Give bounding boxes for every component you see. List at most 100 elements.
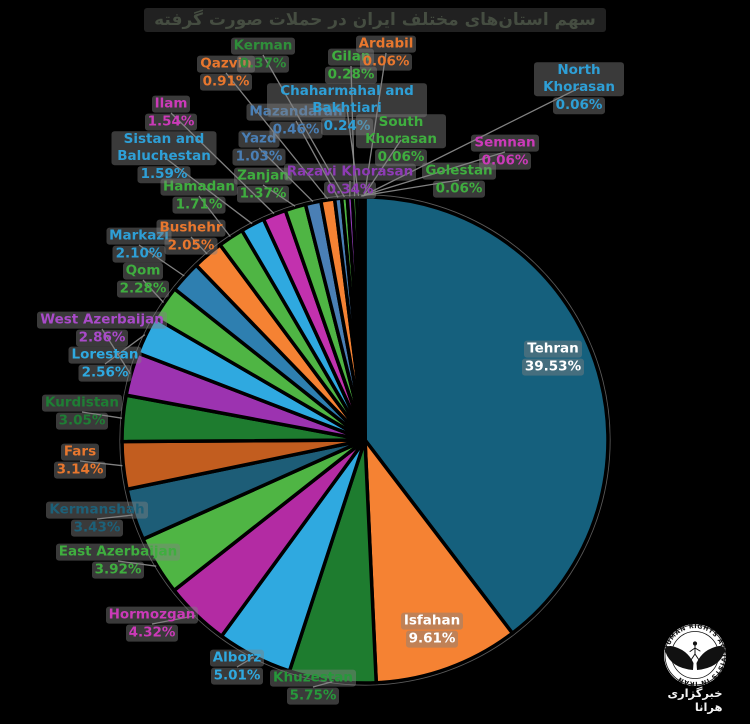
label-qom: Qom 2.28% bbox=[113, 262, 173, 298]
leader-lines bbox=[79, 52, 580, 688]
label-value-kurdistan: 3.05% bbox=[55, 412, 109, 430]
leader-line-mazandaran bbox=[295, 120, 339, 198]
label-name-sistan-and-baluchestan: Sistan and Baluchestan bbox=[111, 131, 217, 165]
label-value-qazvin: 0.91% bbox=[199, 73, 253, 91]
label-name-south-khorasan: South Khorasan bbox=[356, 114, 446, 148]
label-name-kurdistan: Kurdistan bbox=[42, 394, 122, 412]
label-kurdistan: Kurdistan 3.05% bbox=[32, 394, 132, 430]
label-value-yazd: 1.03% bbox=[232, 148, 286, 166]
label-value-semnan: 0.06% bbox=[478, 152, 532, 170]
label-fars: Fars 3.14% bbox=[50, 443, 110, 479]
label-name-golestan: Golestan bbox=[422, 162, 496, 180]
label-name-west-azerbaijan: West Azerbaijan bbox=[37, 311, 167, 329]
label-sistan-and-baluchestan: Sistan and Baluchestan 1.59% bbox=[111, 131, 217, 183]
label-value-kerman: 0.37% bbox=[236, 55, 290, 73]
label-value-markazi: 2.10% bbox=[112, 245, 166, 263]
label-value-chaharmahal-and-bakhtiari: 0.24% bbox=[320, 117, 374, 135]
label-name-razavi-khorasan: Razavi Khorasan bbox=[283, 163, 417, 181]
label-zanjan: Zanjan 1.37% bbox=[228, 167, 298, 203]
label-qazvin: Qazvin 0.91% bbox=[191, 55, 261, 91]
label-value-east-azerbaijan: 3.92% bbox=[91, 561, 145, 579]
label-value-zanjan: 1.37% bbox=[236, 185, 290, 203]
leader-line-sistan-and-baluchestan bbox=[163, 156, 253, 225]
label-name-markazi: Markazi bbox=[106, 227, 172, 245]
leader-line-khuzestan bbox=[312, 681, 333, 688]
leader-line-ardabil bbox=[363, 52, 387, 197]
label-value-fars: 3.14% bbox=[53, 461, 107, 479]
label-name-lorestan: Lorestan bbox=[68, 346, 142, 364]
leader-line-kurdistan bbox=[81, 411, 123, 419]
label-name-north-khorasan: North Khorasan bbox=[534, 62, 624, 96]
label-ilam: Ilam 1.54% bbox=[141, 95, 201, 131]
label-value-khuzestan: 5.75% bbox=[286, 687, 340, 705]
leader-line-yazd bbox=[258, 147, 314, 203]
label-name-ardabil: Ardabil bbox=[355, 35, 417, 53]
leader-line-east-azerbaijan bbox=[117, 560, 157, 567]
label-kermanshah: Kermanshah 3.43% bbox=[37, 501, 157, 537]
label-value-bushehr: 2.05% bbox=[164, 237, 218, 255]
label-alborz: Alborz 5.01% bbox=[202, 649, 272, 685]
label-semnan: Semnan 0.06% bbox=[465, 134, 545, 170]
label-mazandaran: Mazandaran 0.46% bbox=[239, 103, 354, 139]
label-chaharmahal-and-bakhtiari: Chaharmahal and Bakhtiari 0.24% bbox=[267, 83, 427, 135]
label-value-golestan: 0.06% bbox=[432, 180, 486, 198]
label-west-azerbaijan: West Azerbaijan 2.86% bbox=[17, 311, 187, 347]
leader-line-hormozgan bbox=[151, 614, 196, 625]
label-value-tehran: 39.53% bbox=[521, 358, 585, 376]
leader-line-kermanshah bbox=[96, 514, 133, 520]
label-value-north-khorasan: 0.06% bbox=[552, 96, 606, 114]
label-name-hamadan: Hamadan bbox=[160, 178, 238, 196]
label-south-khorasan: South Khorasan 0.06% bbox=[356, 114, 446, 166]
leader-line-alborz bbox=[236, 656, 255, 668]
leader-line-fars bbox=[79, 460, 123, 467]
label-name-ilam: Ilam bbox=[151, 95, 191, 113]
label-razavi-khorasan: Razavi Khorasan 0.34% bbox=[275, 163, 425, 199]
label-name-khuzestan: Khuzestan bbox=[270, 669, 356, 687]
leader-line-kerman bbox=[262, 54, 345, 198]
label-name-zanjan: Zanjan bbox=[234, 167, 292, 185]
pie-slice-tehran bbox=[363, 195, 610, 636]
label-lorestan: Lorestan 2.56% bbox=[58, 346, 153, 382]
label-name-isfahan: Isfahan bbox=[400, 612, 464, 630]
label-north-khorasan: North Khorasan 0.06% bbox=[534, 62, 624, 114]
label-value-west-azerbaijan: 2.86% bbox=[75, 329, 129, 347]
label-name-kerman: Kerman bbox=[230, 37, 296, 55]
label-hormozgan: Hormozgan 4.32% bbox=[97, 606, 207, 642]
label-name-qom: Qom bbox=[122, 262, 164, 280]
label-hamadan: Hamadan 1.71% bbox=[152, 178, 247, 214]
label-value-gilan: 0.28% bbox=[324, 66, 378, 84]
label-name-east-azerbaijan: East Azerbaijan bbox=[55, 543, 181, 561]
label-khuzestan: Khuzestan 5.75% bbox=[253, 669, 373, 705]
leader-line-chaharmahal-and-bakhtiari bbox=[346, 108, 360, 197]
label-value-south-khorasan: 0.06% bbox=[374, 148, 428, 166]
label-name-hormozgan: Hormozgan bbox=[105, 606, 199, 624]
label-bushehr: Bushehr 2.05% bbox=[149, 219, 234, 255]
label-name-semnan: Semnan bbox=[471, 134, 539, 152]
label-name-bushehr: Bushehr bbox=[156, 219, 226, 237]
label-value-hormozgan: 4.32% bbox=[125, 624, 179, 642]
label-name-tehran: Tehran bbox=[524, 340, 582, 358]
logo-outer-ring bbox=[664, 624, 726, 686]
label-value-ilam: 1.54% bbox=[144, 113, 198, 131]
label-name-fars: Fars bbox=[60, 443, 100, 461]
label-name-yazd: Yazd bbox=[238, 130, 280, 148]
label-isfahan: Isfahan 9.61% bbox=[392, 612, 472, 648]
leader-line-hamadan bbox=[198, 195, 231, 237]
label-value-isfahan: 9.61% bbox=[405, 630, 459, 648]
label-name-mazandaran: Mazandaran bbox=[246, 103, 346, 121]
leader-line-ilam bbox=[170, 112, 275, 215]
leader-line-qazvin bbox=[225, 72, 329, 200]
label-east-azerbaijan: East Azerbaijan 3.92% bbox=[38, 543, 198, 579]
label-kerman: Kerman 0.37% bbox=[223, 37, 303, 73]
label-markazi: Markazi 2.10% bbox=[97, 227, 182, 263]
label-tehran: Tehran 39.53% bbox=[508, 340, 598, 376]
leader-line-bushehr bbox=[190, 236, 208, 255]
label-value-qom: 2.28% bbox=[116, 280, 170, 298]
leader-line-golestan bbox=[360, 179, 460, 197]
logo-disc bbox=[664, 624, 726, 686]
logo-caption: خبرگزاری هرانا bbox=[667, 686, 723, 714]
leader-line-gilan bbox=[350, 65, 356, 197]
hrana-logo: HUMAN RIGHTS ACTIVISTS IN IRAN bbox=[663, 623, 726, 687]
